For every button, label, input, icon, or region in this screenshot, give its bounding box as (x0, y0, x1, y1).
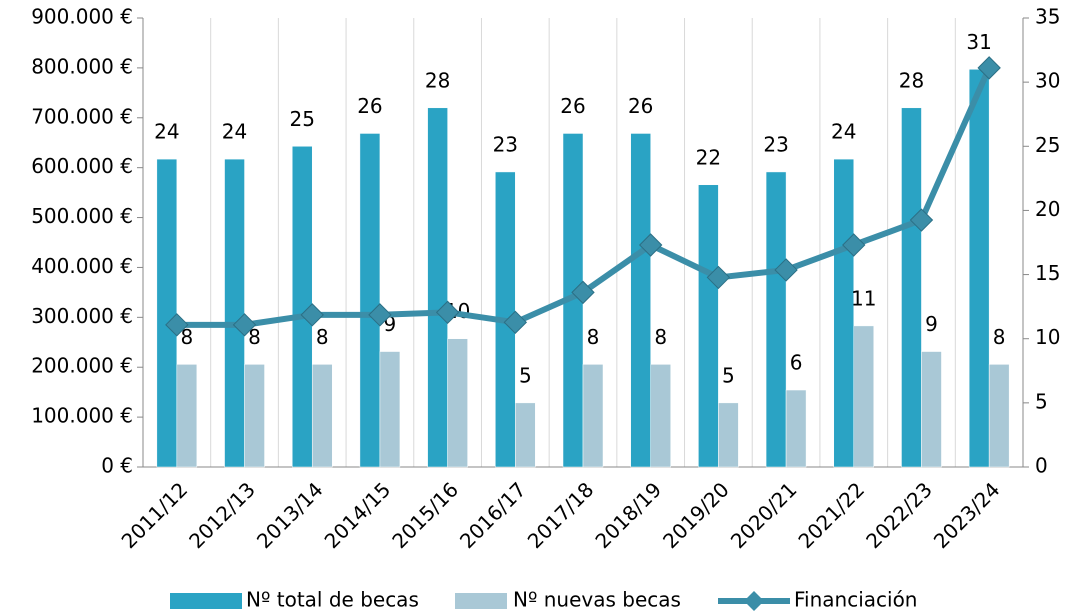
data-label: 8 (248, 325, 261, 349)
data-label: 24 (154, 120, 179, 144)
data-label: 5 (519, 363, 532, 387)
data-label: 23 (763, 132, 788, 156)
x-tick-label: 2019/20 (658, 477, 734, 553)
x-tick-label: 2013/14 (252, 477, 328, 553)
x-tick-label: 2022/23 (861, 477, 937, 553)
data-label: 26 (357, 94, 382, 118)
marker (706, 265, 731, 290)
marker (774, 258, 798, 282)
x-tick-label: 2023/24 (929, 477, 1005, 553)
legend-label: Nº total de becas (246, 588, 419, 612)
bar (785, 389, 807, 468)
x-tick-label: 2012/13 (184, 477, 260, 553)
y-tick-label: 800.000 € (31, 54, 133, 78)
x-tick-label: 2018/19 (590, 477, 666, 553)
data-label: 8 (316, 325, 329, 349)
data-label: 9 (925, 312, 938, 336)
data-label: 8 (993, 325, 1006, 349)
marker (977, 56, 1001, 80)
x-tick-label: 2016/17 (455, 477, 531, 553)
bar (630, 133, 651, 468)
data-label: 23 (493, 132, 518, 156)
marker (571, 280, 595, 305)
data-label: 24 (831, 120, 856, 144)
y2-tick-label: 20 (1035, 197, 1060, 221)
x-tick-label: 2015/16 (387, 477, 463, 553)
y2-tick-label: 5 (1035, 389, 1048, 413)
data-label: 11 (851, 286, 876, 310)
marker (842, 233, 866, 257)
y2-tick-label: 25 (1035, 133, 1060, 157)
data-label: 8 (654, 325, 667, 349)
bar (515, 402, 536, 468)
y2-tick-label: 10 (1035, 325, 1060, 349)
bar (176, 364, 198, 468)
marker (435, 300, 460, 325)
marker (232, 313, 257, 337)
y-tick-label: 0 € (101, 454, 133, 478)
bar (833, 158, 855, 468)
y-tick-label: 900.000 € (31, 5, 133, 29)
marker (165, 313, 189, 337)
bar (244, 364, 265, 468)
bar (156, 158, 178, 468)
bar (427, 107, 448, 468)
y2-tick-label: 35 (1035, 5, 1060, 29)
data-label: 5 (722, 363, 735, 387)
data-label: 26 (560, 94, 585, 118)
legend-swatch (170, 593, 242, 609)
data-label: 26 (628, 94, 653, 118)
bar (968, 69, 990, 468)
marker (909, 208, 934, 232)
bar (718, 402, 739, 468)
bar (379, 351, 401, 468)
bar (988, 364, 1010, 468)
marker (638, 233, 663, 257)
data-label: 28 (899, 68, 924, 92)
y2-tick-label: 30 (1035, 69, 1060, 93)
bar (582, 364, 604, 468)
x-tick-label: 2014/15 (320, 477, 396, 553)
y-tick-label: 600.000 € (31, 154, 133, 178)
data-label: 31 (966, 30, 991, 54)
data-label: 8 (180, 325, 193, 349)
marker (368, 303, 392, 327)
legend-label: Nº nuevas becas (513, 588, 681, 612)
legend-label: Financiación (794, 588, 918, 612)
data-label: 6 (790, 351, 803, 375)
bar (901, 107, 922, 468)
bar (921, 351, 942, 468)
y-tick-label: 400.000 € (31, 254, 133, 278)
legend-swatch (455, 593, 507, 609)
bar (650, 364, 671, 468)
y2-tick-label: 0 (1035, 454, 1048, 478)
bar (447, 338, 468, 468)
data-label: 24 (222, 120, 247, 144)
data-label: 25 (290, 107, 315, 131)
y-tick-label: 300.000 € (31, 304, 133, 328)
y-tick-label: 700.000 € (31, 104, 133, 128)
bar (853, 325, 875, 468)
bar (698, 184, 719, 468)
bar (311, 364, 333, 468)
bar (224, 158, 245, 468)
y-tick-label: 500.000 € (31, 204, 133, 228)
x-tick-label: 2020/21 (726, 477, 802, 553)
bar (359, 133, 381, 468)
legend-marker (744, 591, 764, 611)
x-tick-label: 2021/22 (793, 477, 869, 553)
x-tick-label: 2011/12 (117, 477, 193, 553)
marker (503, 310, 528, 335)
data-label: 22 (696, 145, 721, 169)
y-tick-label: 100.000 € (31, 404, 133, 428)
data-label: 28 (425, 68, 450, 92)
marker (300, 303, 324, 327)
y-tick-label: 200.000 € (31, 354, 133, 378)
bar (765, 171, 787, 468)
data-label: 8 (587, 325, 600, 349)
x-tick-label: 2017/18 (523, 477, 599, 553)
y2-tick-label: 15 (1035, 261, 1060, 285)
